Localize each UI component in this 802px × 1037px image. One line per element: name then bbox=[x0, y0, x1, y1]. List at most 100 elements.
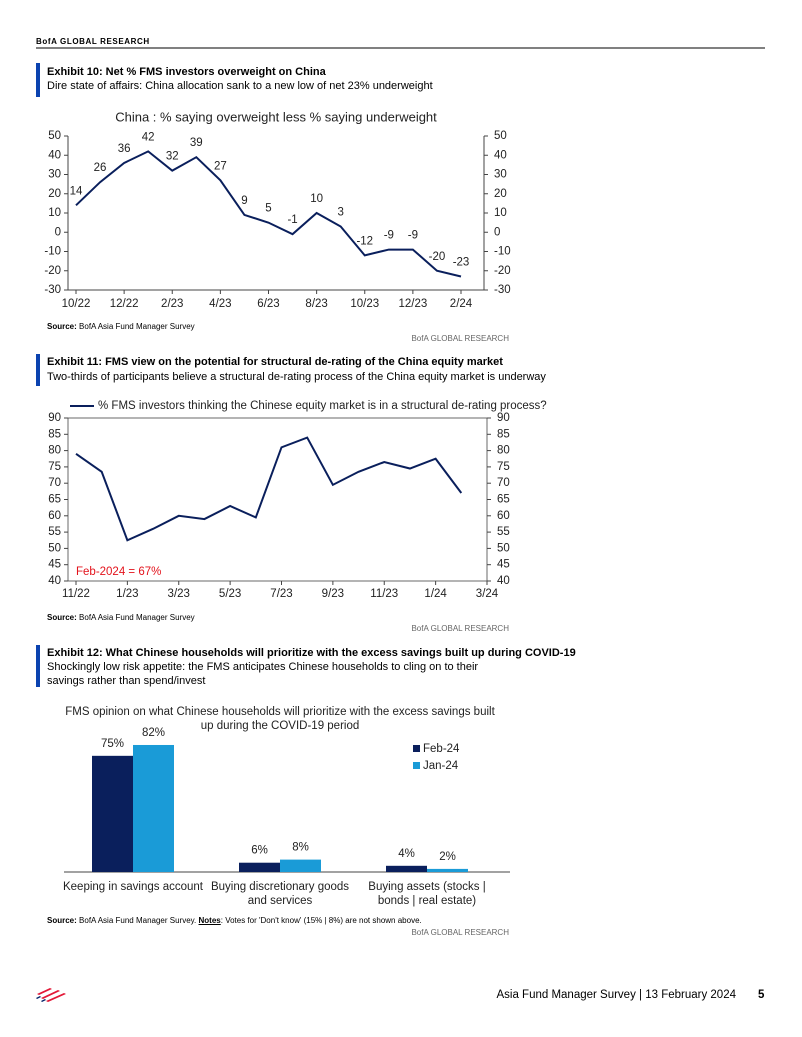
x-tick-label: Keeping in savings account bbox=[62, 881, 203, 893]
data-label: 10 bbox=[310, 193, 323, 205]
exhibit-title: Exhibit 10: Net % FMS investors overweig… bbox=[47, 66, 326, 78]
y2-tick-label: 75 bbox=[497, 461, 510, 473]
source-text: BofA Asia Fund Manager Survey bbox=[79, 613, 195, 622]
exhibit-accent bbox=[36, 354, 40, 386]
x-tick-label: 3/24 bbox=[476, 588, 499, 600]
data-label: 9 bbox=[241, 195, 247, 207]
data-label: 42 bbox=[142, 131, 155, 143]
y-tick-label: 65 bbox=[48, 494, 61, 506]
legend-swatch bbox=[413, 745, 420, 752]
y-tick-label: 0 bbox=[55, 226, 61, 238]
data-label: -20 bbox=[429, 251, 446, 263]
y2-tick-label: 50 bbox=[497, 542, 510, 554]
legend-label: Jan-24 bbox=[423, 760, 459, 772]
data-label: -9 bbox=[408, 230, 418, 242]
exhibit-accent bbox=[36, 645, 40, 687]
y-tick-label: -30 bbox=[44, 284, 61, 296]
x-tick-label: 9/23 bbox=[322, 588, 344, 600]
credit: BofA GLOBAL RESEARCH bbox=[411, 624, 509, 633]
bar bbox=[133, 744, 174, 872]
series-line bbox=[75, 150, 462, 278]
chart-title: China : % saying overweight less % sayin… bbox=[115, 109, 437, 124]
data-label: 2% bbox=[439, 851, 456, 863]
bar bbox=[386, 865, 427, 872]
page-number: 5 bbox=[758, 989, 765, 1001]
y-tick-label: 75 bbox=[48, 461, 61, 473]
y2-tick-label: -20 bbox=[494, 265, 511, 277]
data-label: 5 bbox=[265, 203, 271, 215]
notes-label: Notes bbox=[198, 916, 221, 925]
legend-label: Feb-24 bbox=[423, 743, 460, 755]
y-tick-label: 50 bbox=[48, 130, 61, 142]
legend-label: % FMS investors thinking the Chinese equ… bbox=[98, 400, 547, 412]
y2-tick-label: 90 bbox=[497, 412, 510, 424]
y-tick-label: 40 bbox=[48, 575, 61, 587]
series-line bbox=[75, 436, 463, 542]
y-tick-label: 45 bbox=[48, 559, 61, 571]
bar bbox=[92, 755, 133, 872]
y2-tick-label: 55 bbox=[497, 526, 510, 538]
x-tick-label: 4/23 bbox=[209, 298, 231, 310]
y2-tick-label: -10 bbox=[494, 246, 511, 258]
source-label: Source: bbox=[47, 613, 77, 622]
data-label: 75% bbox=[101, 738, 124, 750]
x-tick-label: 6/23 bbox=[257, 298, 279, 310]
x-tick-label: 11/23 bbox=[370, 588, 398, 600]
data-label: 32 bbox=[166, 151, 179, 163]
y-tick-label: 85 bbox=[48, 428, 61, 440]
y2-tick-label: 0 bbox=[494, 226, 500, 238]
y-tick-label: 55 bbox=[48, 526, 61, 538]
y-tick-label: -10 bbox=[44, 246, 61, 258]
source-label: Source: bbox=[47, 322, 77, 331]
data-label: 82% bbox=[142, 727, 165, 739]
y2-tick-label: 40 bbox=[494, 149, 507, 161]
data-label: -1 bbox=[287, 214, 297, 226]
data-label: 26 bbox=[94, 162, 107, 174]
data-label: 39 bbox=[190, 137, 203, 149]
y-tick-label: 80 bbox=[48, 445, 61, 457]
x-tick-label: 10/22 bbox=[62, 298, 91, 310]
y2-tick-label: 50 bbox=[494, 130, 507, 142]
credit: BofA GLOBAL RESEARCH bbox=[411, 928, 509, 937]
source-label: Source: bbox=[47, 916, 77, 925]
y-tick-label: 10 bbox=[48, 207, 61, 219]
data-label: 8% bbox=[292, 842, 309, 854]
source: Source: BofA Asia Fund Manager Survey bbox=[47, 320, 195, 334]
bar bbox=[280, 859, 321, 872]
x-tick-label: 3/23 bbox=[168, 588, 190, 600]
plot-frame bbox=[67, 417, 488, 582]
y-tick-label: 60 bbox=[48, 510, 61, 522]
data-label: 36 bbox=[118, 143, 131, 155]
y-tick-label: -20 bbox=[44, 265, 61, 277]
source-text: BofA Asia Fund Manager Survey bbox=[79, 322, 195, 331]
credit: BofA GLOBAL RESEARCH bbox=[411, 334, 509, 343]
bar bbox=[239, 862, 280, 872]
y2-tick-label: 10 bbox=[494, 207, 507, 219]
y-tick-label: 50 bbox=[48, 542, 61, 554]
bar bbox=[427, 868, 468, 872]
logo bbox=[36, 988, 66, 1002]
data-label: 14 bbox=[70, 185, 83, 197]
x-tick-label: 2/23 bbox=[161, 298, 183, 310]
x-tick-label: 7/23 bbox=[270, 588, 292, 600]
y2-tick-label: 80 bbox=[497, 445, 510, 457]
y2-tick-label: 40 bbox=[497, 575, 510, 587]
x-tick-label: 2/24 bbox=[450, 298, 473, 310]
y2-tick-label: 65 bbox=[497, 494, 510, 506]
x-tick-label: 1/23 bbox=[116, 588, 138, 600]
y2-tick-label: 20 bbox=[494, 188, 507, 200]
y-tick-label: 90 bbox=[48, 412, 61, 424]
y-tick-label: 20 bbox=[48, 188, 61, 200]
data-label: 4% bbox=[398, 848, 415, 860]
x-tick-label: 8/23 bbox=[305, 298, 327, 310]
x-tick-label: 12/23 bbox=[398, 298, 427, 310]
y-tick-label: 30 bbox=[48, 169, 61, 181]
x-tick-label: Buying assets (stocks | bonds | real est… bbox=[368, 881, 486, 907]
x-tick-label: 5/23 bbox=[219, 588, 241, 600]
exhibit-accent bbox=[36, 63, 40, 97]
exhibit-subtitle: Shockingly low risk appetite: the FMS an… bbox=[47, 661, 479, 687]
y2-tick-label: 85 bbox=[497, 428, 510, 440]
x-tick-label: 1/24 bbox=[424, 588, 447, 600]
